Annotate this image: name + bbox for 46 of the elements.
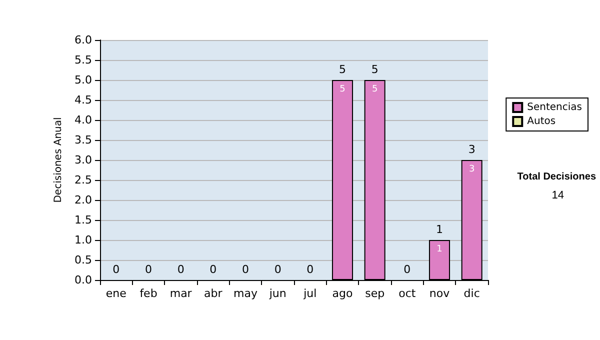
x-tick-label: sep (365, 287, 385, 300)
total-label: 0 (242, 263, 249, 276)
total-label: 0 (177, 263, 184, 276)
y-tick-label: 2.5 (74, 174, 92, 186)
x-tick-label: nov (429, 287, 450, 300)
x-tick-label: may (234, 287, 258, 300)
total-label: 5 (339, 63, 346, 76)
text: 14 (552, 190, 564, 202)
data-label: 1 (436, 244, 442, 254)
x-tick-label: mar (170, 287, 192, 300)
x-tick-label: ago (332, 287, 353, 300)
y-tick-label: 1.5 (74, 214, 92, 226)
x-tick-label: ene (106, 287, 127, 300)
y-axis-title: Decisiones Anual (53, 117, 64, 203)
total-label: 0 (306, 263, 314, 276)
total-label: 1 (436, 223, 443, 236)
y-tick-label: 0.0 (74, 274, 92, 286)
y-tick-label: 2.0 (74, 194, 92, 206)
y-tick-label: 4.5 (74, 94, 92, 106)
y-tick-label: 0.5 (74, 254, 92, 266)
y-tick-label: 3.0 (74, 154, 92, 166)
x-tick-label: jun (268, 287, 286, 300)
total-label: 0 (145, 263, 152, 276)
total-label: 5 (371, 63, 378, 76)
y-tick-label: 5.5 (74, 54, 92, 66)
text: Total Decisiones (517, 172, 596, 182)
x-tick-label: feb (140, 287, 158, 300)
data-label: 3 (468, 164, 475, 174)
data-label: 5 (340, 84, 346, 94)
legend-label: Sentencias (527, 102, 582, 113)
total-label: 0 (404, 263, 411, 276)
data-label: 5 (372, 84, 378, 94)
legend-label: Autos (527, 116, 556, 127)
y-tick-label: 3.5 (74, 134, 92, 146)
x-tick-label: jul (302, 287, 317, 300)
y-tick-label: 6.0 (74, 34, 92, 46)
y-tick-label: 4.0 (74, 114, 92, 126)
total-label: 3 (468, 143, 476, 156)
total-label: 0 (112, 263, 120, 276)
x-tick-label: abr (204, 287, 223, 300)
x-tick-label: oct (398, 287, 416, 300)
y-tick-label: 1.0 (74, 234, 92, 246)
x-tick-label: dic (464, 287, 480, 300)
total-label: 0 (274, 263, 282, 276)
total-label: 0 (210, 263, 217, 276)
y-tick-label: 5.0 (74, 74, 92, 86)
